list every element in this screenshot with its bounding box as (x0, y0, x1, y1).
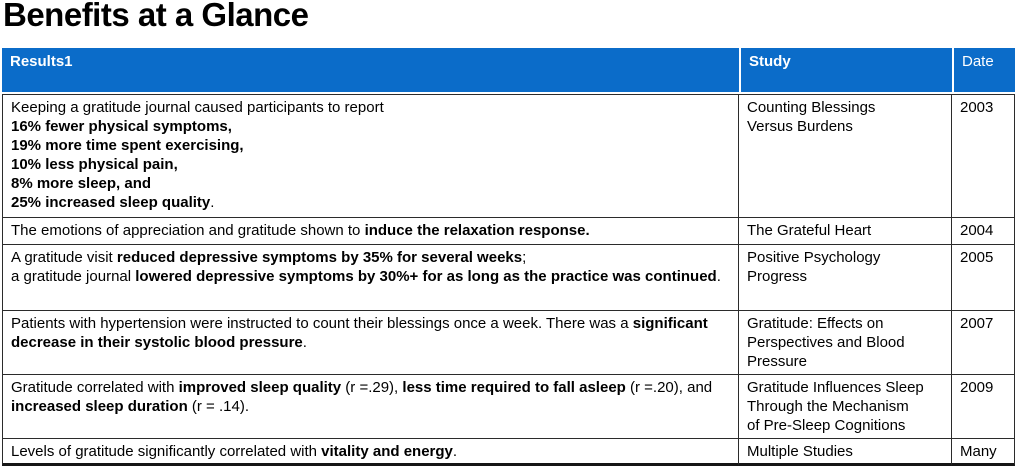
results-cell: Gratitude correlated with improved sleep… (2, 375, 739, 439)
text-segment: (r =.29), (341, 379, 403, 396)
text-segment: Gratitude correlated with (11, 379, 179, 396)
study-cell: The Grateful Heart (739, 218, 952, 245)
date-cell: 2004 (952, 218, 1015, 245)
table-row: A gratitude visit reduced depressive sym… (2, 245, 1015, 311)
date-cell: 2007 (952, 311, 1015, 375)
text-segment: . (302, 334, 307, 351)
text-segment: less time required to fall asleep (402, 379, 626, 396)
study-cell: Multiple Studies (739, 439, 952, 466)
table-row: Levels of gratitude significantly correl… (2, 439, 1015, 466)
text-segment: increased sleep duration (11, 398, 188, 415)
table-body: Keeping a gratitude journal caused parti… (2, 94, 1015, 466)
text-segment: induce the relaxation response. (364, 222, 590, 239)
text-segment: Levels of gratitude significantly correl… (11, 443, 322, 460)
results-cell: Keeping a gratitude journal caused parti… (2, 94, 739, 218)
text-segment: Patients with hypertension were instruct… (11, 315, 633, 332)
table-row: Patients with hypertension were instruct… (2, 311, 1015, 375)
text-segment: . (452, 443, 458, 460)
date-cell: 2009 (952, 375, 1015, 439)
column-header-study: Study (739, 48, 952, 94)
date-cell: 2005 (952, 245, 1015, 311)
text-segment: 10% less physical pain, (11, 156, 178, 173)
results-cell: A gratitude visit reduced depressive sym… (2, 245, 739, 311)
study-cell: Gratitude: Effects on Perspectives and B… (739, 311, 952, 375)
table-header: Results1 Study Date (2, 48, 1015, 94)
text-segment: a gratitude journal (11, 268, 136, 285)
study-cell: Counting Blessings Versus Burdens (739, 94, 952, 218)
study-cell: Positive Psychology Progress (739, 245, 952, 311)
text-segment: The emotions of appreciation and gratitu… (11, 222, 365, 239)
date-cell: 2003 (952, 94, 1015, 218)
text-segment: vitality and energy (321, 443, 453, 460)
text-segment: lowered depressive symptoms by 30%+ for … (135, 268, 717, 285)
header-row: Results1 Study Date (2, 48, 1015, 94)
text-segment: 16% fewer physical symptoms, (11, 118, 232, 135)
table-row: The emotions of appreciation and gratitu… (2, 218, 1015, 245)
text-segment: . (716, 268, 721, 285)
results-cell: Patients with hypertension were instruct… (2, 311, 739, 375)
column-header-date: Date (952, 48, 1015, 94)
benefits-table: Results1 Study Date Keeping a gratitude … (2, 48, 1015, 466)
results-cell: Levels of gratitude significantly correl… (2, 439, 739, 466)
text-segment: reduced depressive symptoms by 35% for s… (116, 249, 523, 266)
column-header-results: Results1 (2, 48, 739, 94)
results-cell: The emotions of appreciation and gratitu… (2, 218, 739, 245)
table-row: Gratitude correlated with improved sleep… (2, 375, 1015, 439)
text-segment: (r = .14). (187, 398, 250, 415)
text-segment: Keeping a gratitude journal caused parti… (11, 99, 384, 116)
text-segment: ; (522, 249, 527, 266)
text-segment: 19% more time spent exercising, (11, 137, 244, 154)
table-row: Keeping a gratitude journal caused parti… (2, 94, 1015, 218)
date-cell: Many (952, 439, 1015, 466)
page-title: Benefits at a Glance (3, 0, 309, 33)
text-segment: (r =.20), and (625, 379, 713, 396)
text-segment: 8% more sleep, and (11, 175, 152, 192)
text-segment: improved sleep quality (178, 379, 342, 396)
text-segment: A gratitude visit (11, 249, 117, 266)
study-cell: Gratitude Influences Sleep Through the M… (739, 375, 952, 439)
text-segment: significant decrease in their systolic b… (11, 315, 708, 351)
text-segment: . (210, 194, 215, 211)
text-segment: 25% increased sleep quality (11, 194, 211, 211)
